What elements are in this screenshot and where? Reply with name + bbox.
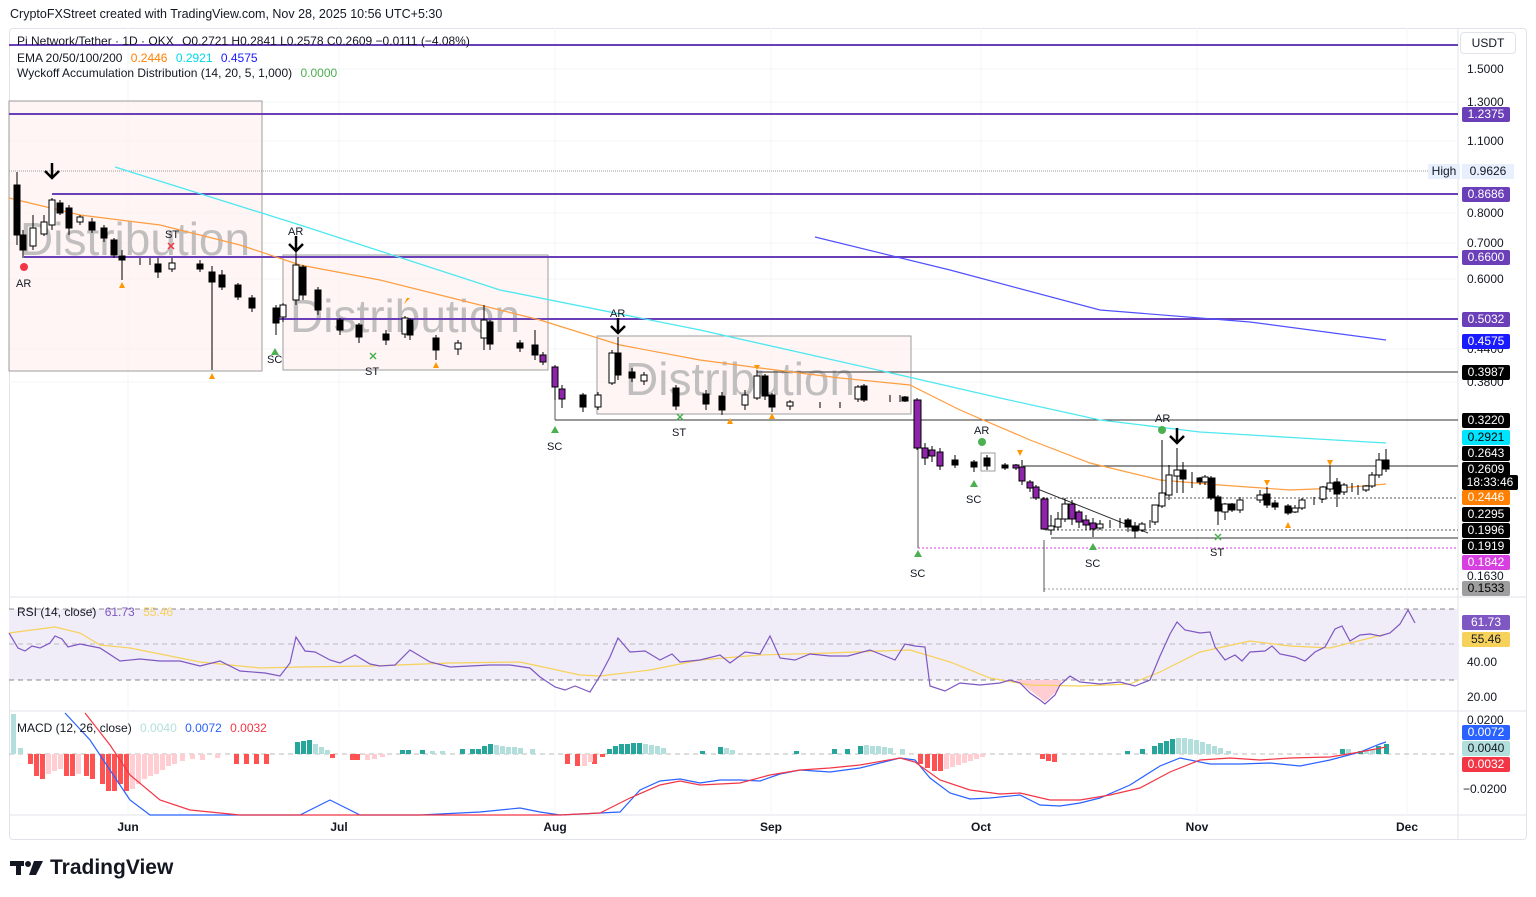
svg-text:SC: SC — [966, 494, 981, 506]
svg-text:SC: SC — [1085, 558, 1100, 570]
price-candles — [13, 172, 1390, 538]
macd-signal-tag: 0.0032 — [1462, 757, 1510, 772]
ema100-value: 0.4575 — [220, 51, 258, 65]
svg-text:AR: AR — [610, 308, 625, 320]
rsi-pane — [8, 608, 1458, 705]
price-tick: 0.6000 — [1467, 272, 1504, 286]
macd-hist-value: 0.0040 — [140, 721, 177, 735]
rsi-ma-tag: 55.46 — [1462, 632, 1510, 647]
svg-text:AR: AR — [16, 278, 31, 290]
macd-legend[interactable]: MACD (12, 26, close) 0.0040 0.0072 0.003… — [17, 721, 272, 735]
svg-text:ST: ST — [365, 366, 379, 378]
svg-text:SC: SC — [267, 354, 282, 366]
month-label: Jun — [117, 820, 139, 834]
svg-text:Distribution: Distribution — [625, 353, 855, 405]
macd-signal-value: 0.0032 — [230, 721, 267, 735]
ema20-value: 0.2446 — [130, 51, 168, 65]
price-tick: 1.3000 — [1467, 95, 1504, 109]
level-tag: 0.6600 — [1462, 250, 1510, 265]
countdown-tag: 18:33:46 — [1462, 475, 1518, 490]
svg-text:SC: SC — [547, 441, 562, 453]
month-label: Aug — [543, 820, 567, 834]
rsi-value: 61.73 — [104, 605, 135, 619]
month-label: Nov — [1185, 820, 1209, 834]
svg-text:ST: ST — [165, 229, 179, 241]
macd-pane — [9, 712, 1458, 816]
macd-line-value: 0.0072 — [185, 721, 222, 735]
level-tag: 0.2643 — [1462, 446, 1510, 461]
level-lines — [9, 44, 1458, 592]
tradingview-logo[interactable]: TradingView — [10, 856, 173, 880]
month-label: Dec — [1395, 820, 1419, 834]
rsi-value-tag: 61.73 — [1462, 615, 1510, 630]
macd-label: MACD (12, 26, close) — [17, 721, 132, 735]
svg-text:SC: SC — [910, 568, 925, 580]
level-tag: 0.3987 — [1462, 365, 1510, 380]
macd-tick: −0.0200 — [1463, 782, 1507, 796]
month-label: Oct — [970, 820, 992, 834]
level-tag: 1.2375 — [1462, 107, 1510, 122]
level-tag: 0.1919 — [1462, 539, 1510, 554]
price-tick: 0.7000 — [1467, 236, 1504, 250]
rsi-tick: 40.00 — [1467, 655, 1498, 669]
price-tick: 0.1630 — [1467, 569, 1504, 583]
svg-text:ST: ST — [672, 427, 686, 439]
rsi-ma-value: 55.46 — [143, 605, 174, 619]
level-tag: 0.1996 — [1462, 523, 1510, 538]
chart-credit: CryptoFXStreet created with TradingView.… — [10, 7, 443, 21]
last-price-tag: 0.2609 — [1462, 462, 1510, 477]
tradingview-logo-icon — [10, 861, 43, 875]
ema-legend[interactable]: EMA 20/50/100/200 0.2446 0.2921 0.4575 — [17, 51, 263, 65]
ema50-value: 0.2921 — [175, 51, 213, 65]
high-value: 0.9626 — [1462, 164, 1514, 179]
rsi-tick: 20.00 — [1467, 690, 1498, 704]
level-tag: 0.1533 — [1462, 581, 1510, 596]
ema100-line — [814, 236, 1387, 341]
level-tag: 0.3220 — [1462, 413, 1510, 428]
wyckoff-value: 0.0000 — [300, 66, 338, 80]
currency-button[interactable]: USDT — [1460, 32, 1516, 54]
logo-text: TradingView — [50, 856, 174, 879]
macd-line-tag: 0.0072 — [1462, 725, 1510, 740]
level-tag: 0.8686 — [1462, 187, 1510, 202]
ema50-tag: 0.2921 — [1462, 430, 1510, 445]
price-tick: 1.1000 — [1467, 134, 1504, 148]
svg-text:AR: AR — [1155, 413, 1170, 425]
macd-tick: 0.0200 — [1467, 713, 1504, 727]
ema100-tag: 0.4575 — [1462, 334, 1510, 349]
svg-text:ST: ST — [1210, 547, 1224, 559]
rsi-legend[interactable]: RSI (14, close) 61.73 55.46 — [17, 605, 178, 619]
wyckoff-legend[interactable]: Wyckoff Accumulation Distribution (14, 2… — [17, 66, 342, 80]
level-tag: 0.1842 — [1462, 555, 1510, 570]
ema-label: EMA 20/50/100/200 — [17, 51, 123, 65]
svg-text:AR: AR — [974, 425, 989, 437]
symbol-legend[interactable]: Pi Network/Tether · 1D · OKX O0.2721 H0.… — [17, 34, 475, 48]
level-tag: 0.5032 — [1462, 312, 1510, 327]
wyckoff-label: Wyckoff Accumulation Distribution (14, 2… — [17, 66, 293, 80]
ema50-line — [114, 166, 1387, 444]
macd-hist-tag: 0.0040 — [1462, 741, 1510, 756]
svg-text:AR: AR — [288, 226, 303, 238]
price-tick: 0.8000 — [1467, 206, 1504, 220]
rsi-label: RSI (14, close) — [17, 605, 97, 619]
level-tag: 0.2295 — [1462, 507, 1510, 522]
symbol-name: Pi Network/Tether · 1D · OKX — [17, 34, 174, 48]
wyckoff-markers: AR ST AR SC ST AR SC ST AR SC SC AR SC S… — [16, 163, 1333, 580]
month-label: Jul — [330, 820, 348, 834]
ema20-tag: 0.2446 — [1462, 490, 1510, 505]
price-tick: 1.5000 — [1467, 62, 1504, 76]
ohlc-values: O0.2721 H0.2841 L0.2578 C0.2609 −0.0111 … — [182, 34, 470, 48]
month-label: Sep — [759, 820, 783, 834]
high-label: High — [1428, 164, 1460, 179]
